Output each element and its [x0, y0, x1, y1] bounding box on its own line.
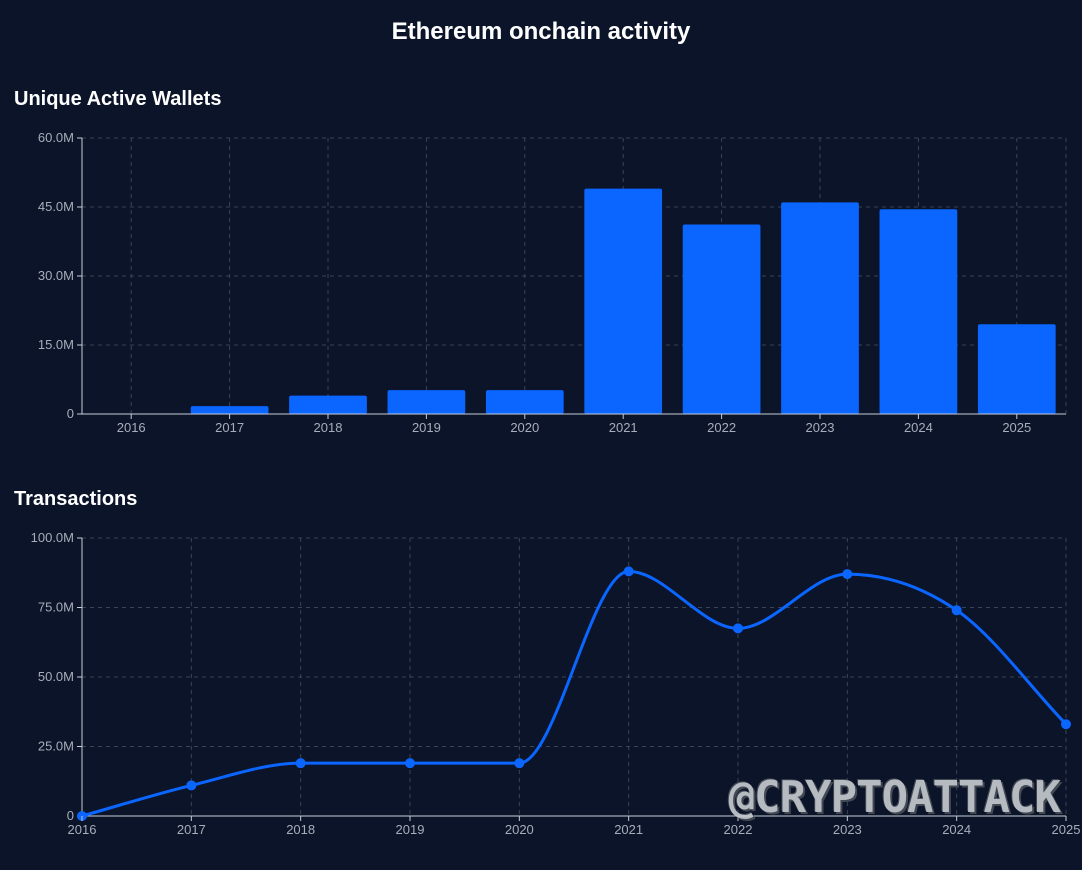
tx-y-tick-label: 50.0M	[38, 669, 74, 684]
tx-y-tick-label: 0	[67, 808, 74, 823]
wallets-bar	[879, 209, 958, 414]
tx-x-tick-label: 2024	[942, 822, 971, 837]
tx-point	[514, 758, 525, 769]
wallets-chart-title: Unique Active Wallets	[14, 88, 222, 110]
wallets-x-tick-label: 2016	[117, 420, 146, 435]
wallets-bar	[781, 202, 859, 414]
wallets-x-tick-label: 2025	[1002, 420, 1031, 435]
tx-y-tick-label: 75.0M	[38, 600, 74, 615]
wallets-x-tick-label: 2020	[510, 420, 539, 435]
wallets-x-tick-label: 2024	[904, 420, 933, 435]
wallets-bar	[190, 406, 269, 414]
wallets-x-tick-label: 2018	[314, 420, 343, 435]
wallets-x-tick-label: 2017	[215, 420, 244, 435]
tx-x-tick-label: 2016	[68, 822, 97, 837]
wallets-bar	[485, 390, 564, 414]
watermark: @CRYPTOATTACK	[728, 772, 1061, 823]
tx-point	[405, 758, 415, 769]
tx-x-tick-label: 2020	[505, 822, 534, 837]
transactions-chart-title: Transactions	[14, 488, 138, 510]
tx-x-tick-label: 2023	[833, 822, 862, 837]
tx-point	[733, 623, 743, 634]
tx-point	[623, 566, 634, 577]
wallets-bar	[977, 324, 1056, 414]
tx-y-tick-label: 25.0M	[38, 739, 74, 754]
tx-x-tick-label: 2018	[286, 822, 315, 837]
tx-series-line	[81, 569, 1068, 818]
tx-x-tick-label: 2019	[396, 822, 425, 837]
page-title: Ethereum onchain activity	[391, 18, 691, 45]
tx-x-tick-label: 2025	[1052, 822, 1081, 837]
tx-point	[186, 780, 197, 791]
wallets-bar	[289, 395, 367, 414]
tx-x-tick-label: 2017	[177, 822, 206, 837]
tx-point	[842, 569, 853, 580]
tx-point	[295, 758, 306, 769]
wallets-bar	[682, 224, 761, 414]
tx-x-tick-label: 2022	[724, 822, 753, 837]
wallets-x-tick-label: 2022	[707, 420, 736, 435]
wallets-y-tick-label: 30.0M	[38, 268, 74, 283]
tx-point	[1061, 719, 1071, 730]
wallets-y-tick-label: 0	[67, 406, 74, 421]
wallets-bar	[584, 188, 663, 414]
wallets-x-tick-label: 2021	[609, 420, 638, 435]
tx-y-tick-label: 100.0M	[31, 530, 74, 545]
wallets-y-tick-label: 60.0M	[38, 130, 74, 145]
wallets-x-tick-label: 2019	[412, 420, 441, 435]
tx-x-tick-label: 2021	[614, 822, 643, 837]
wallets-y-tick-label: 15.0M	[38, 337, 74, 352]
tx-point	[951, 605, 962, 616]
wallets-bar	[387, 390, 466, 414]
wallets-x-tick-label: 2023	[806, 420, 835, 435]
wallets-y-tick-label: 45.0M	[38, 199, 74, 214]
